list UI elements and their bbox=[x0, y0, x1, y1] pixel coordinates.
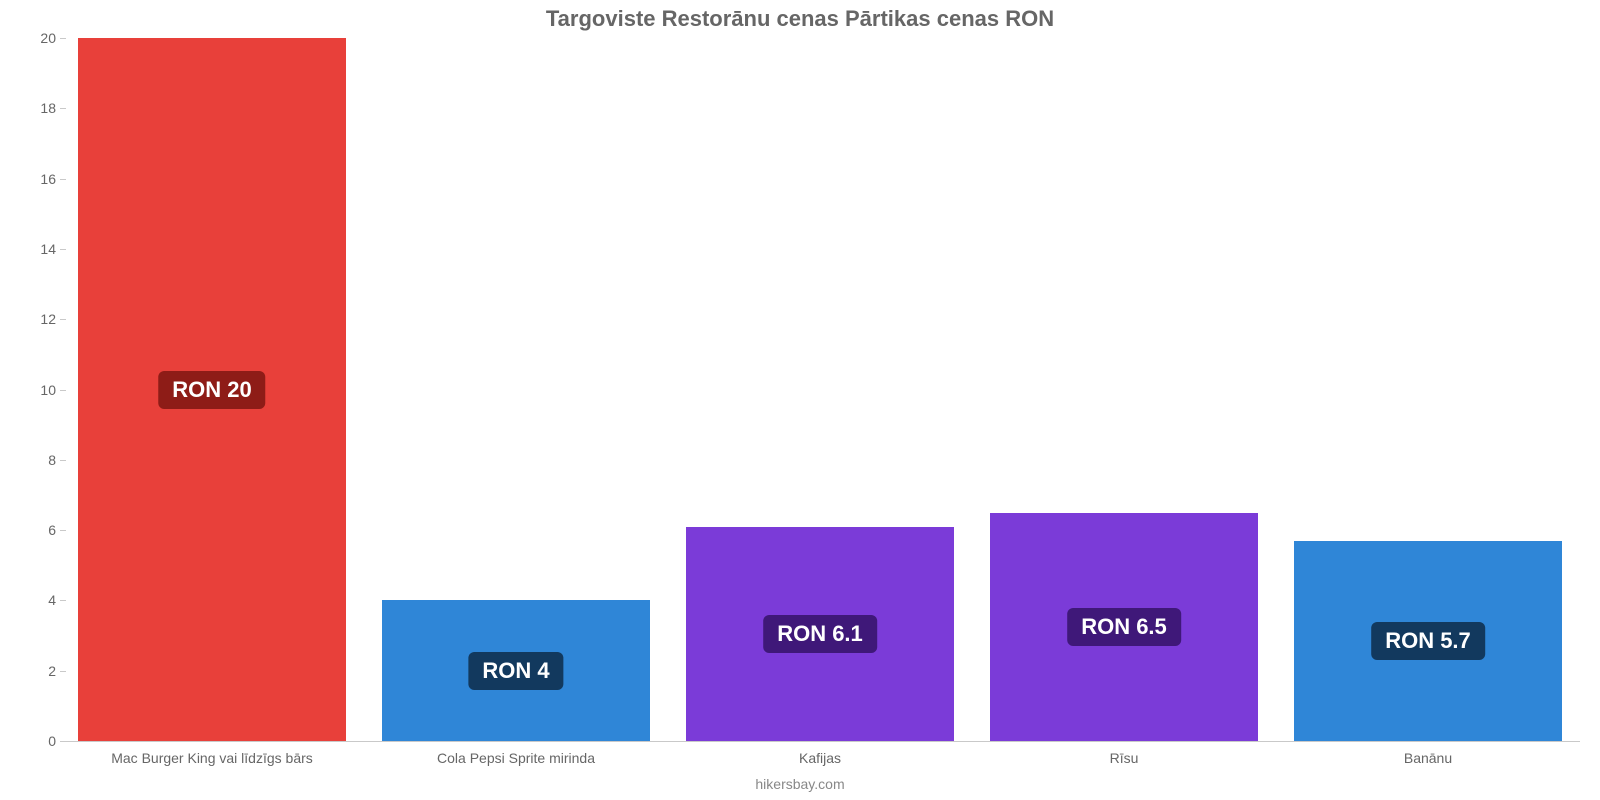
attribution-text: hikersbay.com bbox=[0, 776, 1600, 792]
bar-value-badge: RON 4 bbox=[468, 652, 563, 690]
y-tick: 14 bbox=[16, 241, 56, 257]
bar: RON 20 bbox=[78, 38, 346, 741]
y-tick: 20 bbox=[16, 30, 56, 46]
price-bar-chart: Targoviste Restorānu cenas Pārtikas cena… bbox=[0, 0, 1600, 800]
x-axis-label: Cola Pepsi Sprite mirinda bbox=[364, 750, 668, 766]
bar-slot: RON 4 bbox=[364, 38, 668, 741]
bars-container: RON 20 RON 4 RON 6.1 RON 6.5 RON 5.7 bbox=[60, 38, 1580, 741]
bar-value-badge: RON 6.1 bbox=[763, 615, 877, 653]
y-tick: 6 bbox=[16, 522, 56, 538]
y-tick: 18 bbox=[16, 100, 56, 116]
x-axis-label: Rīsu bbox=[972, 750, 1276, 766]
y-tick: 8 bbox=[16, 452, 56, 468]
bar-value-badge: RON 5.7 bbox=[1371, 622, 1485, 660]
bar: RON 5.7 bbox=[1294, 541, 1562, 741]
bar-value-badge: RON 20 bbox=[158, 371, 265, 409]
y-tick: 2 bbox=[16, 663, 56, 679]
bar-value-badge: RON 6.5 bbox=[1067, 608, 1181, 646]
plot-area: 02468101214161820 RON 20RON 4RON 6.1RON … bbox=[60, 38, 1580, 742]
x-axis-label: Mac Burger King vai līdzīgs bārs bbox=[60, 750, 364, 766]
y-tick: 12 bbox=[16, 311, 56, 327]
x-axis-label: Kafijas bbox=[668, 750, 972, 766]
chart-title: Targoviste Restorānu cenas Pārtikas cena… bbox=[0, 6, 1600, 32]
bar-slot: RON 6.1 bbox=[668, 38, 972, 741]
x-axis-label: Banānu bbox=[1276, 750, 1580, 766]
bar: RON 6.5 bbox=[990, 513, 1258, 741]
bar: RON 6.1 bbox=[686, 527, 954, 741]
y-tick: 0 bbox=[16, 733, 56, 749]
bar-slot: RON 20 bbox=[60, 38, 364, 741]
y-tick: 10 bbox=[16, 382, 56, 398]
bar-slot: RON 6.5 bbox=[972, 38, 1276, 741]
bar-slot: RON 5.7 bbox=[1276, 38, 1580, 741]
y-tick: 16 bbox=[16, 171, 56, 187]
x-axis-labels: Mac Burger King vai līdzīgs bārsCola Pep… bbox=[60, 750, 1580, 766]
bar: RON 4 bbox=[382, 600, 650, 741]
y-tick: 4 bbox=[16, 592, 56, 608]
